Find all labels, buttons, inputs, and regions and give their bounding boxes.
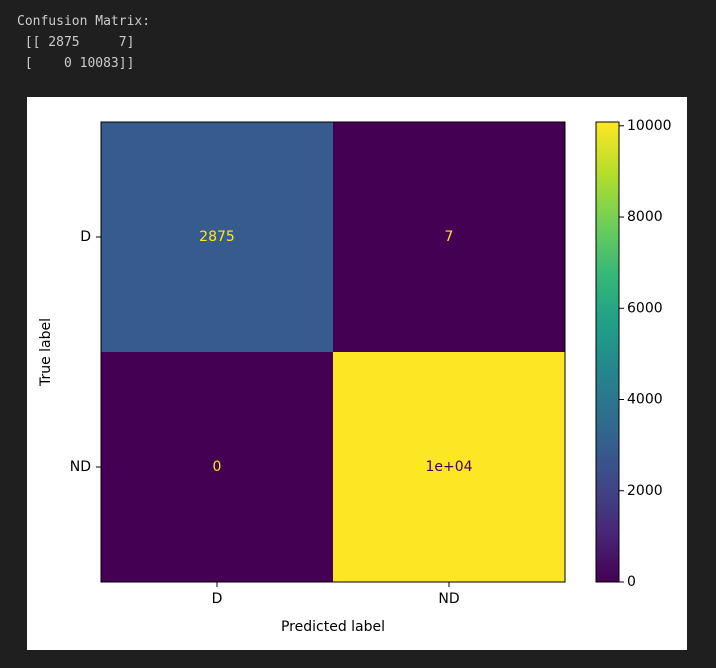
x-tick-label: D <box>212 591 223 607</box>
colorbar-tick-label: 6000 <box>627 300 663 316</box>
x-axis-label: Predicted label <box>281 619 385 635</box>
y-tick-label: ND <box>70 459 91 475</box>
heatmap-cell <box>333 122 565 352</box>
colorbar-tick-label: 4000 <box>627 392 663 408</box>
y-axis-label: True label <box>38 318 54 387</box>
colorbar-tick-label: 0 <box>627 574 636 590</box>
y-tick-label: D <box>80 229 91 245</box>
x-tick-label: ND <box>438 591 459 607</box>
colorbar <box>595 121 620 583</box>
heatmap-cell <box>101 352 333 582</box>
colorbar-tick-label: 2000 <box>627 483 663 499</box>
output-line: [[ 2875 7] <box>17 35 135 50</box>
cell-value-label: 2875 <box>199 229 235 245</box>
cell-value-label: 1e+04 <box>425 459 472 475</box>
cell-value-label: 7 <box>445 229 454 245</box>
figure: Predicted label True label 2875 7 0 1e+04 D N… <box>27 97 687 650</box>
axes-frame <box>100 121 566 583</box>
output-line: [ 0 10083]] <box>17 56 135 71</box>
colorbar-tick-label: 8000 <box>627 209 663 225</box>
heatmap-cell <box>333 352 565 582</box>
colorbar-tick-label: 10000 <box>627 118 672 134</box>
cell-output: Confusion Matrix: [[ 2875 7] [ 0 10083]] <box>17 11 150 74</box>
output-line: Confusion Matrix: <box>17 14 151 29</box>
heatmap-cell <box>101 122 333 352</box>
cell-value-label: 0 <box>213 459 222 475</box>
